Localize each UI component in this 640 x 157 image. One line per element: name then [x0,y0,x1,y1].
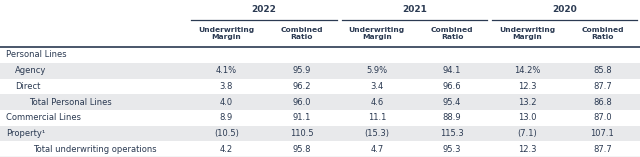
Bar [0,0,640,47]
Text: 91.1: 91.1 [292,113,311,122]
Text: 4.0: 4.0 [220,97,233,107]
Text: 96.0: 96.0 [292,97,311,107]
Text: 14.2%: 14.2% [514,66,540,75]
Text: Agency: Agency [15,66,47,75]
Text: (15.3): (15.3) [364,129,389,138]
Text: 94.1: 94.1 [443,66,461,75]
Text: 4.1%: 4.1% [216,66,237,75]
Text: 96.6: 96.6 [443,82,461,91]
Text: 5.9%: 5.9% [366,66,387,75]
Text: Underwriting
Margin: Underwriting Margin [499,27,556,40]
Bar [0,94,640,110]
Text: Personal Lines: Personal Lines [6,50,67,60]
Text: 87.7: 87.7 [593,145,612,154]
Text: 115.3: 115.3 [440,129,464,138]
Text: Underwriting
Margin: Underwriting Margin [349,27,405,40]
Bar [0,63,640,78]
Text: 13.2: 13.2 [518,97,536,107]
Text: 85.8: 85.8 [593,66,612,75]
Bar [0,141,640,157]
Text: 4.7: 4.7 [370,145,383,154]
Text: 4.2: 4.2 [220,145,233,154]
Text: 4.6: 4.6 [370,97,383,107]
Text: 2021: 2021 [402,5,427,14]
Bar [0,126,640,141]
Text: 3.4: 3.4 [370,82,383,91]
Bar [0,47,640,63]
Text: 95.4: 95.4 [443,97,461,107]
Text: Combined
Ratio: Combined Ratio [280,27,323,40]
Text: 88.9: 88.9 [443,113,461,122]
Text: Combined
Ratio: Combined Ratio [431,27,473,40]
Bar [0,78,640,94]
Text: Total Personal Lines: Total Personal Lines [29,97,111,107]
Text: 2022: 2022 [252,5,276,14]
Text: 8.9: 8.9 [220,113,233,122]
Text: 95.9: 95.9 [292,66,311,75]
Text: 3.8: 3.8 [220,82,233,91]
Text: Property¹: Property¹ [6,129,45,138]
Text: 12.3: 12.3 [518,145,536,154]
Text: Commercial Lines: Commercial Lines [6,113,81,122]
Text: Underwriting
Margin: Underwriting Margin [198,27,255,40]
Text: 96.2: 96.2 [292,82,311,91]
Text: 2020: 2020 [552,5,577,14]
Text: 95.3: 95.3 [443,145,461,154]
Text: 110.5: 110.5 [290,129,314,138]
Text: 86.8: 86.8 [593,97,612,107]
Text: Combined
Ratio: Combined Ratio [581,27,623,40]
Bar [0,110,640,126]
Text: (7.1): (7.1) [517,129,537,138]
Text: 95.8: 95.8 [292,145,311,154]
Text: (10.5): (10.5) [214,129,239,138]
Text: 11.1: 11.1 [367,113,386,122]
Text: Total underwriting operations: Total underwriting operations [33,145,157,154]
Text: 13.0: 13.0 [518,113,536,122]
Text: Direct: Direct [15,82,41,91]
Text: 107.1: 107.1 [591,129,614,138]
Text: 87.7: 87.7 [593,82,612,91]
Text: 12.3: 12.3 [518,82,536,91]
Text: 87.0: 87.0 [593,113,612,122]
